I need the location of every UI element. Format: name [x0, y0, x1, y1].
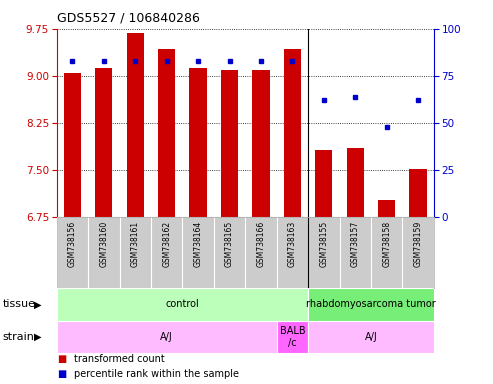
Text: GDS5527 / 106840286: GDS5527 / 106840286 [57, 12, 200, 25]
Text: GSM738163: GSM738163 [288, 220, 297, 267]
Text: ▶: ▶ [35, 299, 42, 310]
Text: GSM738159: GSM738159 [414, 220, 423, 267]
Text: GSM738156: GSM738156 [68, 220, 77, 267]
Text: GSM738164: GSM738164 [194, 220, 203, 267]
Text: tissue: tissue [2, 299, 35, 310]
Bar [189, 68, 207, 217]
Text: ▶: ▶ [35, 332, 42, 342]
Text: A/J: A/J [160, 332, 173, 342]
Text: control: control [166, 299, 199, 310]
Text: ■: ■ [57, 354, 66, 364]
Text: GSM738162: GSM738162 [162, 220, 171, 266]
Text: percentile rank within the sample: percentile rank within the sample [74, 369, 239, 379]
Text: BALB
/c: BALB /c [280, 326, 305, 348]
Bar [127, 33, 144, 217]
Text: rhabdomyosarcoma tumor: rhabdomyosarcoma tumor [306, 299, 436, 310]
Text: GSM738165: GSM738165 [225, 220, 234, 267]
Bar [410, 169, 427, 217]
Bar [57, 321, 277, 353]
Bar [308, 321, 434, 353]
Bar [347, 148, 364, 217]
Bar [308, 288, 434, 321]
Bar [221, 70, 238, 217]
Text: A/J: A/J [365, 332, 377, 342]
Bar [64, 73, 81, 217]
Text: GSM738161: GSM738161 [131, 220, 140, 266]
Text: GSM738158: GSM738158 [382, 220, 391, 266]
Bar [57, 288, 308, 321]
Bar [277, 321, 308, 353]
Bar [378, 200, 395, 217]
Bar [158, 50, 176, 217]
Text: ■: ■ [57, 369, 66, 379]
Text: GSM738160: GSM738160 [99, 220, 108, 267]
Text: GSM738157: GSM738157 [351, 220, 360, 267]
Bar [95, 68, 112, 217]
Text: GSM738166: GSM738166 [256, 220, 266, 267]
Bar [284, 50, 301, 217]
Text: strain: strain [2, 332, 35, 342]
Text: GSM738155: GSM738155 [319, 220, 328, 267]
Bar [315, 150, 332, 217]
Bar [252, 70, 270, 217]
Text: transformed count: transformed count [74, 354, 165, 364]
